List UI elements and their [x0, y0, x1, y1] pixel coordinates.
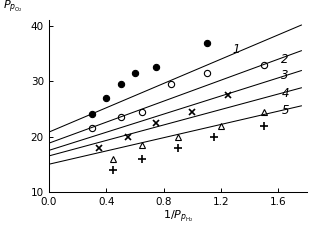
Text: 3: 3 [281, 69, 289, 82]
Y-axis label: $P_{p_{\mathrm{O_2}}}$: $P_{p_{\mathrm{O_2}}}$ [2, 0, 22, 14]
Text: 5: 5 [281, 104, 289, 117]
X-axis label: $1/P_{p_{\mathrm{H_2}}}$: $1/P_{p_{\mathrm{H_2}}}$ [163, 208, 193, 224]
Text: 2: 2 [281, 53, 289, 66]
Text: 4: 4 [281, 87, 289, 100]
Text: 1: 1 [232, 43, 240, 56]
